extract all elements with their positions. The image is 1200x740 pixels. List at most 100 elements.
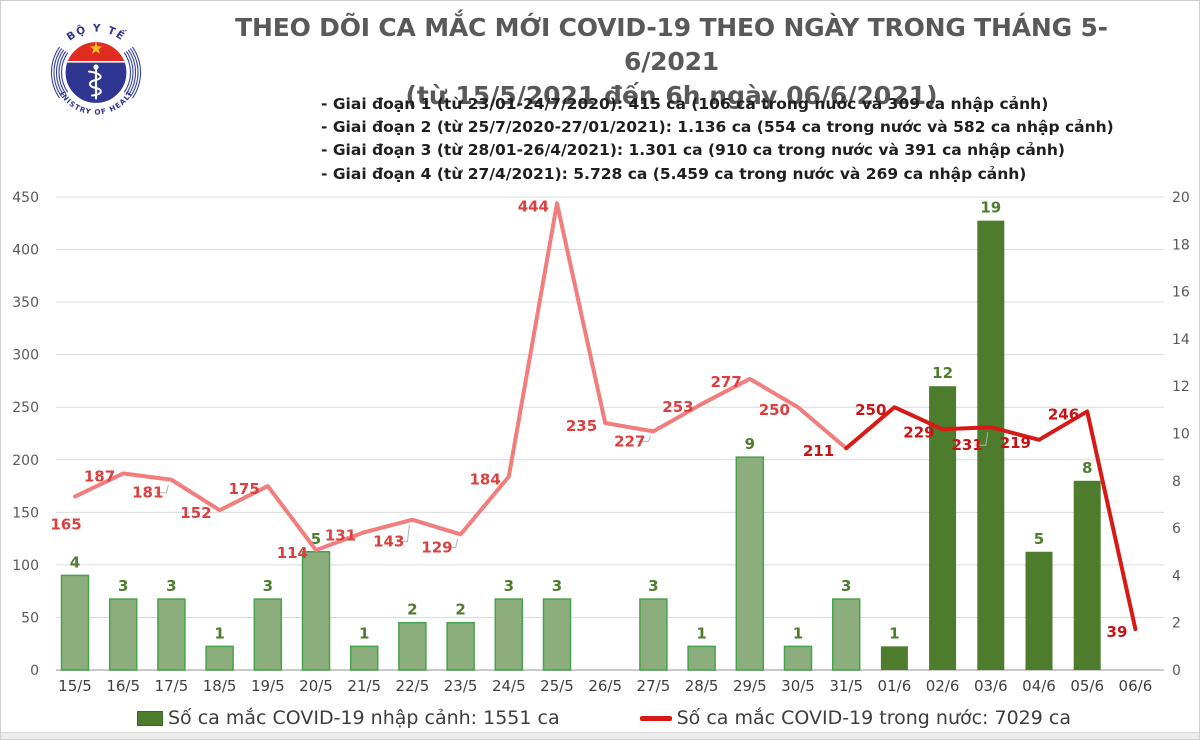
arc: [131, 46, 142, 99]
y-right-tick-label: 6: [1172, 521, 1181, 537]
phase-summaries: - Giai đoạn 1 (từ 23/01-24/7/2020): 415 …: [321, 93, 1114, 186]
bar: [446, 621, 475, 671]
bar-series-swatch: [137, 710, 163, 726]
bar: [108, 598, 138, 671]
y-right-tick-label: 20: [1172, 190, 1190, 206]
bar: [687, 645, 716, 671]
bar: [60, 574, 90, 671]
line-point-label: 114: [277, 544, 308, 562]
x-tick-label: 02/6: [926, 677, 960, 695]
line-point-label: 227: [614, 432, 645, 450]
domestic-line-segment: [73, 201, 849, 553]
bar-value-label: 1: [696, 624, 706, 642]
y-left-tick-label: 200: [12, 453, 39, 469]
line-point-label: 219: [1000, 434, 1031, 452]
bar: [301, 551, 331, 671]
staff-of-asclepius-icon: [88, 64, 102, 100]
y-left-tick-label: 250: [12, 400, 39, 416]
page-bottom-strip: [1, 732, 1199, 739]
bar-value-label: 3: [504, 577, 514, 595]
line-point-label: 277: [710, 373, 741, 391]
bar: [735, 456, 765, 671]
label-leader-line: [155, 484, 169, 494]
header-titles: THEO DÕI CA MẮC MỚI COVID-19 THEO NGÀY T…: [189, 11, 1154, 113]
line-point-label: 39: [1107, 623, 1128, 641]
line-point-label: 143: [373, 533, 404, 551]
y-right-tick-label: 2: [1172, 616, 1181, 632]
bar: [542, 598, 572, 671]
legend-item-domestic-cases: Số ca mắc COVID-19 trong nước: 7029 ca: [639, 707, 1071, 729]
y-left-tick-label: 450: [12, 190, 39, 206]
line-point-label: 181: [132, 484, 163, 502]
bar-value-label: 3: [648, 577, 658, 595]
line-point-label: 184: [469, 471, 500, 489]
x-tick-label: 31/5: [829, 677, 863, 695]
x-tick-label: 25/5: [540, 677, 574, 695]
line-point-label: 444: [518, 197, 549, 215]
x-tick-label: 29/5: [733, 677, 767, 695]
ministry-of-health-logo: BỘ Y TẾ MINISTRY OF HEALTH: [41, 14, 142, 117]
bar-value-label: 12: [932, 364, 953, 382]
x-tick-label: 19/5: [251, 677, 285, 695]
bar: [880, 646, 908, 670]
chart-legend: Số ca mắc COVID-19 nhập cảnh: 1551 ca Số…: [1, 703, 1199, 733]
x-tick-label: 28/5: [685, 677, 719, 695]
x-tick-label: 06/6: [1119, 677, 1153, 695]
bar: [929, 386, 957, 670]
line-point-label: 175: [228, 480, 259, 498]
line-point-label: 131: [325, 526, 356, 544]
bar-value-label: 3: [166, 577, 176, 595]
label-leader-line: [637, 436, 651, 442]
bar: [494, 598, 524, 671]
line-point-label: 229: [903, 423, 934, 441]
bar-value-label: 4: [70, 553, 80, 571]
arc: [127, 49, 137, 96]
phase-2-summary: - Giai đoạn 2 (từ 25/7/2020-27/01/2021):…: [321, 118, 1114, 137]
bar: [398, 621, 427, 671]
label-leader-line: [444, 539, 459, 548]
logo-star-icon: [89, 42, 103, 54]
arc: [129, 48, 139, 97]
logo-inner-ring: [64, 40, 128, 105]
bar-value-label: 3: [841, 577, 851, 595]
label-leader-line: [974, 432, 989, 446]
y-left-tick-label: 300: [12, 348, 39, 364]
line-point-label: 152: [180, 504, 211, 522]
arc: [53, 48, 63, 97]
y-right-tick-label: 10: [1172, 427, 1190, 443]
line-point-label: 253: [662, 398, 693, 416]
x-tick-label: 22/5: [396, 677, 430, 695]
phase-1-summary: - Giai đoạn 1 (từ 23/01-24/7/2020): 415 …: [321, 95, 1049, 113]
x-tick-label: 20/5: [299, 677, 333, 695]
line-series-swatch: [639, 715, 672, 721]
bar: [253, 598, 283, 671]
bar-series-label: Số ca mắc COVID-19 nhập cảnh: 1551 ca: [168, 707, 560, 729]
bar: [831, 598, 861, 671]
y-left-tick-label: 350: [12, 295, 39, 311]
bar: [157, 598, 186, 671]
chart-title: THEO DÕI CA MẮC MỚI COVID-19 THEO NGÀY T…: [235, 13, 1108, 76]
bar: [349, 645, 379, 671]
line-point-label: 235: [566, 417, 597, 435]
bar-value-label: 1: [359, 624, 369, 642]
y-right-tick-label: 4: [1172, 568, 1181, 584]
line-series-label: Số ca mắc COVID-19 trong nước: 7029 ca: [676, 707, 1071, 729]
bar-value-label: 1: [793, 624, 803, 642]
arc: [50, 46, 61, 99]
line-point-label: 246: [1048, 405, 1079, 423]
bar-value-label: 3: [552, 577, 562, 595]
x-tick-label: 30/5: [781, 677, 815, 695]
arc: [58, 50, 67, 95]
arc: [61, 52, 69, 93]
bar: [1025, 551, 1053, 670]
x-tick-label: 17/5: [155, 677, 189, 695]
bar-value-label: 2: [455, 601, 465, 619]
x-tick-label: 16/5: [106, 677, 140, 695]
bar-value-label: 1: [214, 624, 224, 642]
y-left-tick-label: 150: [12, 505, 39, 521]
line-point-label: 250: [855, 401, 886, 419]
logo-decorative-arcs: [50, 46, 142, 99]
bar-value-label: 9: [745, 435, 755, 453]
